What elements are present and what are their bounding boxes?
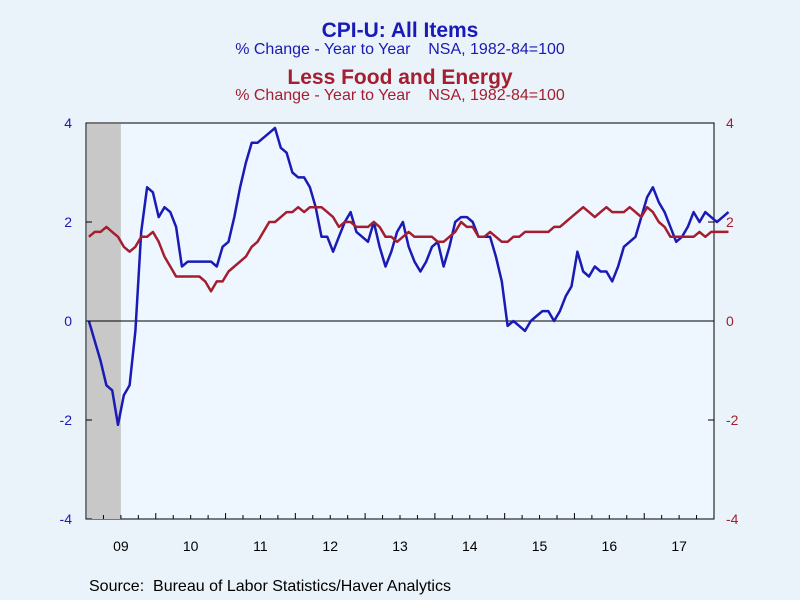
chart-subtitle: % Change - Year to Year NSA, 1982-84=100	[235, 41, 565, 58]
y-tick-label-left: 4	[64, 115, 72, 131]
y-tick-label-left: 2	[64, 214, 72, 230]
source-note: Source: Bureau of Labor Statistics/Haver…	[89, 578, 451, 595]
x-tick-label: 13	[392, 538, 408, 554]
y-tick-label-right: -4	[726, 511, 739, 527]
x-tick-label: 12	[322, 538, 338, 554]
x-tick-label: 16	[602, 538, 618, 554]
x-tick-label: 14	[462, 538, 478, 554]
chart-subtitle-2: % Change - Year to Year NSA, 1982-84=100	[235, 87, 565, 104]
x-tick-label: 17	[671, 538, 687, 554]
chart-title-2: Less Food and Energy	[287, 66, 513, 89]
y-tick-label-left: -4	[60, 511, 73, 527]
x-tick-label: 11	[253, 538, 268, 554]
chart-title: CPI-U: All Items	[321, 19, 479, 42]
y-tick-label-right: 4	[726, 115, 734, 131]
axis-layer: 4 4 2 2 0 0 -2 -2 -4 -4 09 10 11 12 13 14 15 16 17	[60, 115, 739, 554]
y-tick-label-left: -2	[60, 412, 73, 428]
x-tick-label: 10	[183, 538, 199, 554]
y-tick-label-right: 2	[726, 214, 734, 230]
x-tick-label: 09	[113, 538, 129, 554]
series-layer	[87, 126, 730, 427]
y-tick-label-left: 0	[64, 313, 72, 329]
y-tick-label-right: 0	[726, 313, 734, 329]
series-line-2	[88, 205, 729, 293]
series-line-1	[87, 126, 730, 427]
y-tick-label-right: -2	[726, 412, 739, 428]
x-tick-label: 15	[532, 538, 548, 554]
